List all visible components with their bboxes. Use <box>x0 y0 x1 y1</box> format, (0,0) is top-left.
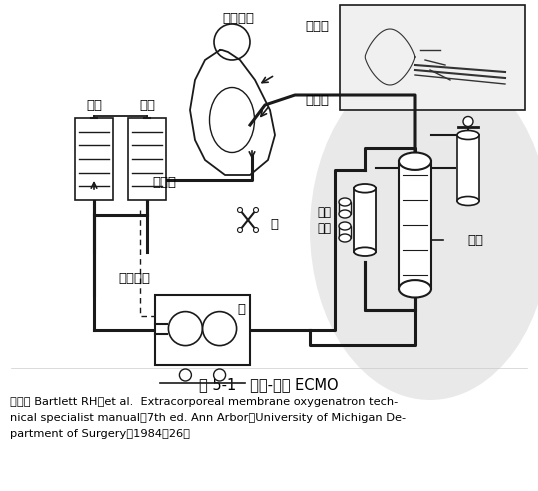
Ellipse shape <box>339 234 351 242</box>
Circle shape <box>253 227 258 233</box>
Text: 反馈调节: 反馈调节 <box>118 272 150 285</box>
Ellipse shape <box>457 196 479 206</box>
Text: partment of Surgery；1984：26）: partment of Surgery；1984：26） <box>10 429 190 439</box>
Bar <box>457 135 479 201</box>
Text: 图 5-1   静脉-动脉 ECMO: 图 5-1 静脉-动脉 ECMO <box>199 377 339 392</box>
Bar <box>339 202 351 214</box>
Ellipse shape <box>339 222 351 230</box>
Ellipse shape <box>339 210 351 218</box>
Ellipse shape <box>354 247 376 256</box>
Bar <box>128 118 166 200</box>
Text: 膜肺: 膜肺 <box>467 234 483 246</box>
Text: 泵: 泵 <box>237 303 245 316</box>
Circle shape <box>237 208 243 213</box>
Circle shape <box>203 312 237 346</box>
Text: 右心房: 右心房 <box>305 20 329 33</box>
Bar <box>354 189 376 252</box>
Text: 桥: 桥 <box>270 218 278 231</box>
Ellipse shape <box>457 131 479 139</box>
Text: 主动脉弓: 主动脉弓 <box>222 12 254 25</box>
Text: 肝素: 肝素 <box>139 99 155 112</box>
Ellipse shape <box>310 60 538 400</box>
Circle shape <box>237 227 243 233</box>
Text: 液体: 液体 <box>86 99 102 112</box>
Bar <box>399 161 431 289</box>
Text: 热交: 热交 <box>317 206 331 218</box>
Ellipse shape <box>399 280 431 298</box>
Circle shape <box>214 369 225 381</box>
Bar <box>75 118 113 200</box>
Text: 灸注血: 灸注血 <box>305 93 329 107</box>
Circle shape <box>463 116 473 127</box>
Text: 换器: 换器 <box>317 221 331 235</box>
Bar <box>340 5 525 110</box>
Circle shape <box>179 369 192 381</box>
Bar <box>339 226 351 238</box>
Ellipse shape <box>399 153 431 170</box>
Ellipse shape <box>354 184 376 192</box>
Text: （引自 Bartlett RH，et al.  Extracorporeal membrane oxygenatron tech-: （引自 Bartlett RH，et al. Extracorporeal me… <box>10 397 398 407</box>
Circle shape <box>168 312 202 346</box>
Text: 引流血: 引流血 <box>152 175 176 189</box>
Circle shape <box>253 208 258 213</box>
Text: nical specialist manual，7th ed. Ann Arbor；University of Michigan De-: nical specialist manual，7th ed. Ann Arbo… <box>10 413 406 423</box>
Bar <box>155 295 250 365</box>
Ellipse shape <box>339 198 351 206</box>
